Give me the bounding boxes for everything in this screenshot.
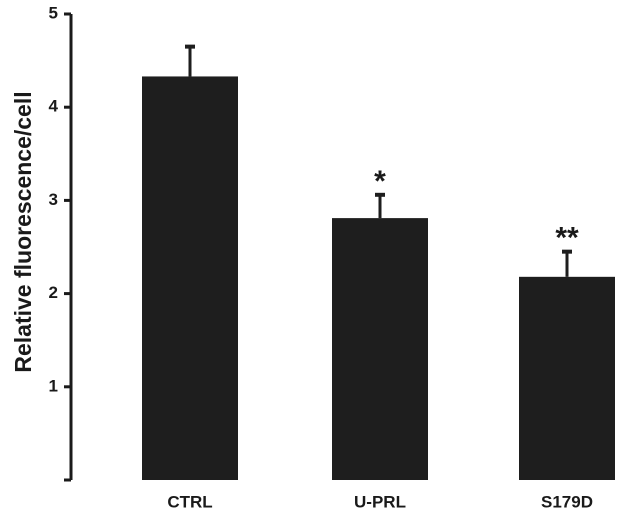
y-tick-label: 5 (49, 3, 58, 22)
x-axis-labels: CTRL U-PRL S179D (167, 492, 593, 511)
y-tick-label: 2 (49, 283, 58, 302)
x-tick-label: U-PRL (354, 492, 406, 511)
bar-series: *** (142, 44, 615, 480)
y-tick-label: 4 (49, 97, 59, 116)
y-axis-title: Relative fluorescence/cell (10, 91, 36, 372)
x-tick-label: S179D (541, 492, 593, 511)
bar (519, 276, 615, 480)
bar (332, 218, 428, 480)
y-tick-label: 3 (49, 190, 58, 209)
y-tick-label: 1 (49, 376, 58, 395)
y-axis: 1 2 3 4 5 (49, 3, 73, 482)
bar (142, 76, 238, 480)
significance-marker: ** (555, 222, 579, 255)
x-tick-label: CTRL (167, 492, 212, 511)
significance-marker: * (374, 165, 386, 198)
